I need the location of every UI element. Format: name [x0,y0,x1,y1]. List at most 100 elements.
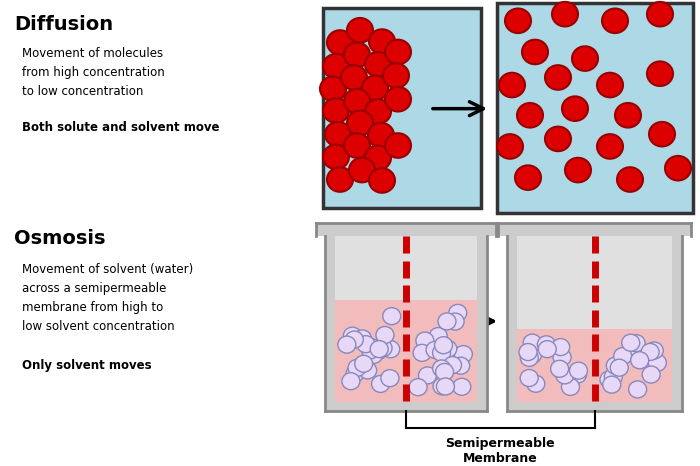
Circle shape [641,343,659,360]
Circle shape [610,359,628,376]
Bar [672,236,682,411]
Bar [517,236,672,402]
Circle shape [553,349,571,366]
Circle shape [347,110,373,135]
Bar [517,329,672,402]
Circle shape [426,342,444,358]
Bar [477,236,487,411]
Circle shape [515,165,541,190]
Bar [507,402,682,411]
Circle shape [436,378,454,395]
Circle shape [562,96,588,121]
Circle shape [454,346,472,363]
Circle shape [416,332,434,349]
Circle shape [342,373,360,390]
Text: Only solvent moves: Only solvent moves [22,359,152,372]
Circle shape [341,65,367,90]
Text: Semipermeable
Membrane: Semipermeable Membrane [445,438,555,466]
Circle shape [565,158,591,182]
Circle shape [369,29,395,54]
Circle shape [648,354,666,371]
Circle shape [385,40,411,64]
Circle shape [344,89,370,113]
Circle shape [368,123,394,147]
Bar [325,236,335,411]
Circle shape [374,340,392,356]
Text: Both solute and solvent move: Both solute and solvent move [22,121,220,134]
Circle shape [622,334,640,351]
Circle shape [622,343,640,360]
Text: Movement of solvent (water)
across a semipermeable
membrane from high to
low sol: Movement of solvent (water) across a sem… [22,263,193,333]
Circle shape [570,362,587,379]
Circle shape [325,122,351,146]
Circle shape [383,308,400,325]
Circle shape [522,40,548,64]
Bar [507,236,517,411]
Circle shape [645,342,663,359]
Circle shape [453,378,471,395]
Circle shape [372,376,390,392]
Circle shape [438,313,456,330]
Circle shape [362,75,388,100]
Circle shape [629,381,647,398]
Text: Osmosis: Osmosis [14,229,106,247]
Circle shape [320,76,346,101]
Circle shape [344,42,370,67]
Bar [498,223,691,236]
Circle shape [527,375,545,392]
Circle shape [383,63,409,88]
Circle shape [433,360,451,377]
Circle shape [323,54,349,78]
Circle shape [538,341,557,357]
Circle shape [603,376,621,393]
Circle shape [435,337,452,354]
Circle shape [606,357,624,374]
Circle shape [520,350,538,366]
Circle shape [327,167,353,192]
Circle shape [354,330,372,347]
Circle shape [344,327,361,344]
Circle shape [382,341,400,358]
Circle shape [435,363,454,380]
Circle shape [409,379,427,396]
Circle shape [357,336,375,353]
Circle shape [520,370,538,386]
Circle shape [323,144,349,169]
Circle shape [452,357,470,374]
Circle shape [449,304,467,322]
Circle shape [365,52,391,76]
Circle shape [551,360,568,377]
Circle shape [617,167,643,192]
Bar [325,402,487,411]
Circle shape [665,156,691,180]
Circle shape [345,331,363,348]
Circle shape [413,344,431,361]
Circle shape [362,342,379,359]
Circle shape [556,367,574,384]
Circle shape [552,2,578,27]
Circle shape [385,133,411,158]
Circle shape [597,73,623,97]
Circle shape [327,30,353,55]
Circle shape [505,8,531,33]
Circle shape [433,344,451,361]
Circle shape [615,103,641,128]
Circle shape [348,359,366,377]
Circle shape [568,366,587,383]
Bar [316,223,496,236]
Circle shape [649,122,675,146]
Circle shape [538,336,555,353]
Text: Movement of molecules
from high concentration
to low concentration: Movement of molecules from high concentr… [22,47,164,98]
Circle shape [561,378,580,396]
Circle shape [517,103,543,128]
Circle shape [446,313,464,330]
Circle shape [499,73,525,97]
Circle shape [365,346,383,363]
Circle shape [338,336,356,353]
Circle shape [365,99,391,124]
Circle shape [344,133,370,158]
Circle shape [433,378,451,395]
Circle shape [363,339,381,356]
Circle shape [497,134,523,159]
Circle shape [385,87,411,111]
